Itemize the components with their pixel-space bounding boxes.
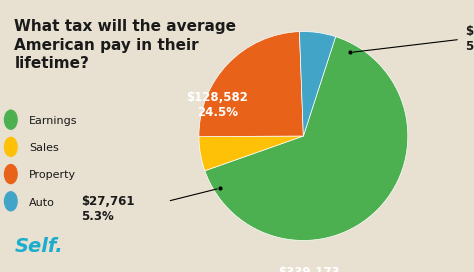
Text: $27,761
5.3%: $27,761 5.3% <box>82 195 135 223</box>
Circle shape <box>4 137 17 156</box>
Text: $128,582
24.5%: $128,582 24.5% <box>186 91 248 119</box>
Circle shape <box>4 110 17 129</box>
Text: What tax will the average
American pay in their
lifetime?: What tax will the average American pay i… <box>14 19 237 71</box>
Wedge shape <box>199 136 303 171</box>
Wedge shape <box>300 32 336 136</box>
Wedge shape <box>199 32 303 137</box>
Text: Auto: Auto <box>29 198 55 208</box>
Wedge shape <box>205 37 408 240</box>
Circle shape <box>4 192 17 211</box>
Text: Self.: Self. <box>14 237 63 256</box>
Text: Property: Property <box>29 171 76 180</box>
Text: Sales: Sales <box>29 143 59 153</box>
Circle shape <box>4 165 17 184</box>
Text: $339,173
64.6%: $339,173 64.6% <box>278 266 339 272</box>
Text: Earnings: Earnings <box>29 116 77 126</box>
Text: $29,521
5.6%: $29,521 5.6% <box>465 25 474 53</box>
